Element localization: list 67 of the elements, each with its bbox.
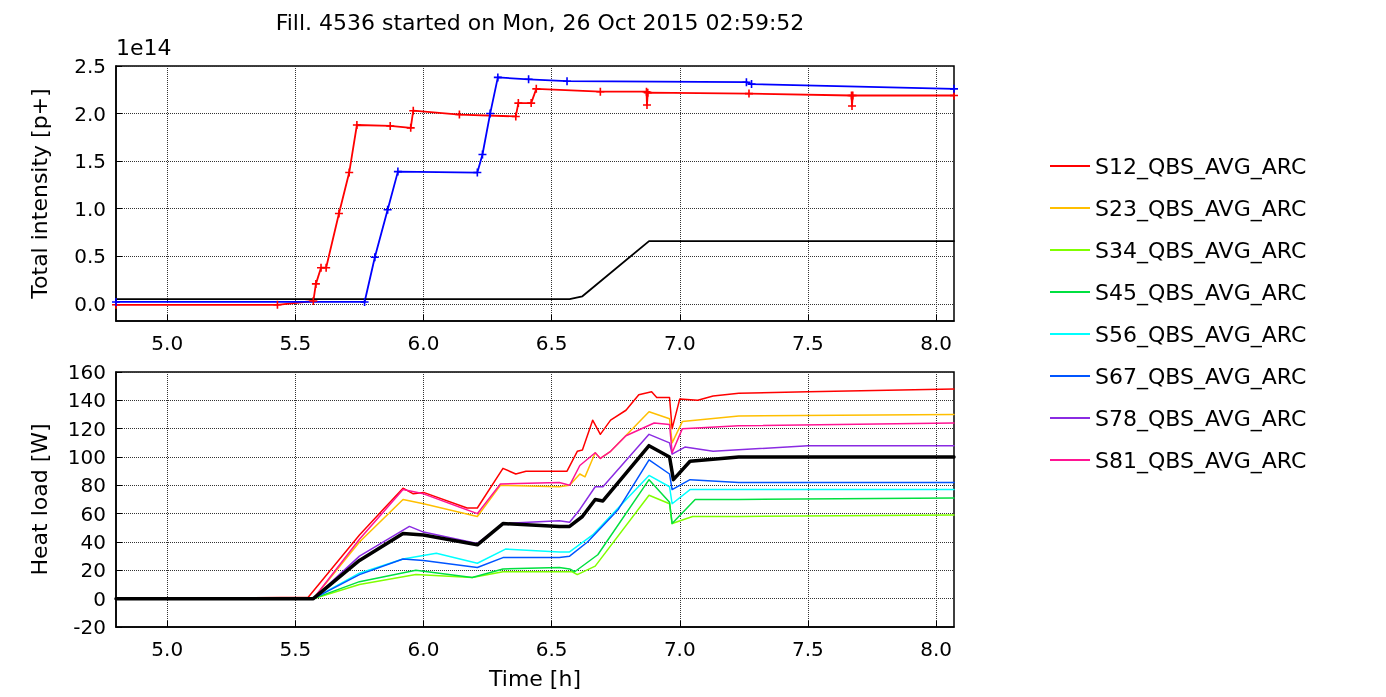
point	[744, 89, 753, 98]
x-tick-label: 7.5	[792, 637, 824, 661]
x-tick-label: 6.0	[407, 637, 440, 661]
point	[563, 77, 572, 86]
x-tick-label: 8.0	[920, 637, 952, 661]
y-tick-label: 40	[80, 530, 106, 554]
point	[393, 167, 402, 176]
y-tick-label: 2.5	[74, 54, 106, 78]
y-tick-label: 0.5	[74, 244, 106, 269]
point	[322, 263, 331, 272]
point	[311, 279, 320, 288]
x-tick-label: 7.0	[663, 331, 696, 355]
point	[345, 168, 354, 177]
legend-label: S81_QBS_AVG_ARC	[1095, 447, 1307, 474]
y-tick-label: 1.0	[74, 196, 106, 221]
y-tick-label: 120	[67, 416, 106, 441]
legend-label: S45_QBS_AVG_ARC	[1095, 279, 1307, 306]
point	[486, 109, 495, 118]
y-tick-label: 140	[67, 388, 106, 413]
legend-label: S12_QBS_AVG_ARC	[1095, 153, 1307, 180]
y-axis-title: Heat load [W]	[26, 423, 52, 576]
legend-label: S56_QBS_AVG_ARC	[1095, 321, 1307, 348]
chart-title: Fill. 4536 started on Mon, 26 Oct 2015 02:59:52	[275, 9, 805, 35]
x-tick-label: 7.5	[792, 331, 824, 355]
point	[309, 297, 318, 306]
point	[747, 80, 756, 89]
point	[409, 106, 418, 115]
point	[514, 99, 523, 108]
y-tick-label: -20	[73, 615, 106, 639]
legend-label: S23_QBS_AVG_ARC	[1095, 195, 1307, 222]
point	[493, 73, 502, 82]
point	[360, 297, 369, 306]
x-tick-label: 6.5	[535, 637, 568, 661]
x-tick-label: 5.5	[279, 331, 312, 355]
text: 1e14	[116, 34, 172, 60]
x-tick-label: 7.0	[663, 637, 696, 661]
point	[334, 209, 343, 218]
x-tick-label: 5.0	[151, 637, 184, 661]
y-tick-label: 80	[80, 473, 106, 498]
point	[386, 121, 395, 130]
point	[370, 253, 379, 262]
y-tick-label: 20	[80, 558, 106, 583]
point	[511, 112, 520, 121]
y-tick-label: 0	[93, 586, 106, 611]
legend-label: S34_QBS_AVG_ARC	[1095, 237, 1307, 264]
x-tick-label: 5.0	[151, 331, 184, 355]
x-tick-label: 5.5	[279, 637, 312, 661]
legend-label: S78_QBS_AVG_ARC	[1095, 405, 1307, 432]
point	[527, 99, 536, 108]
x-axis-title: Time [h]	[488, 665, 581, 691]
y-tick-label: 2.0	[74, 101, 106, 126]
y-tick-label: 1.5	[74, 149, 106, 174]
y-tick-label: 160	[67, 360, 106, 384]
y-tick-label: 100	[67, 445, 106, 469]
x-tick-label: 6.0	[407, 331, 440, 355]
y-tick-label: 0.0	[74, 291, 106, 316]
point	[406, 123, 415, 132]
point	[532, 84, 541, 93]
point	[742, 78, 751, 87]
x-tick-label: 6.5	[535, 331, 568, 355]
x-tick-label: 8.0	[920, 331, 952, 355]
y-tick-label: 60	[80, 501, 106, 526]
y-axis-title: Total intensity [p+]	[26, 88, 52, 300]
point	[352, 120, 361, 129]
point	[950, 84, 958, 93]
legend-label: S67_QBS_AVG_ARC	[1095, 363, 1307, 390]
point	[273, 300, 282, 309]
